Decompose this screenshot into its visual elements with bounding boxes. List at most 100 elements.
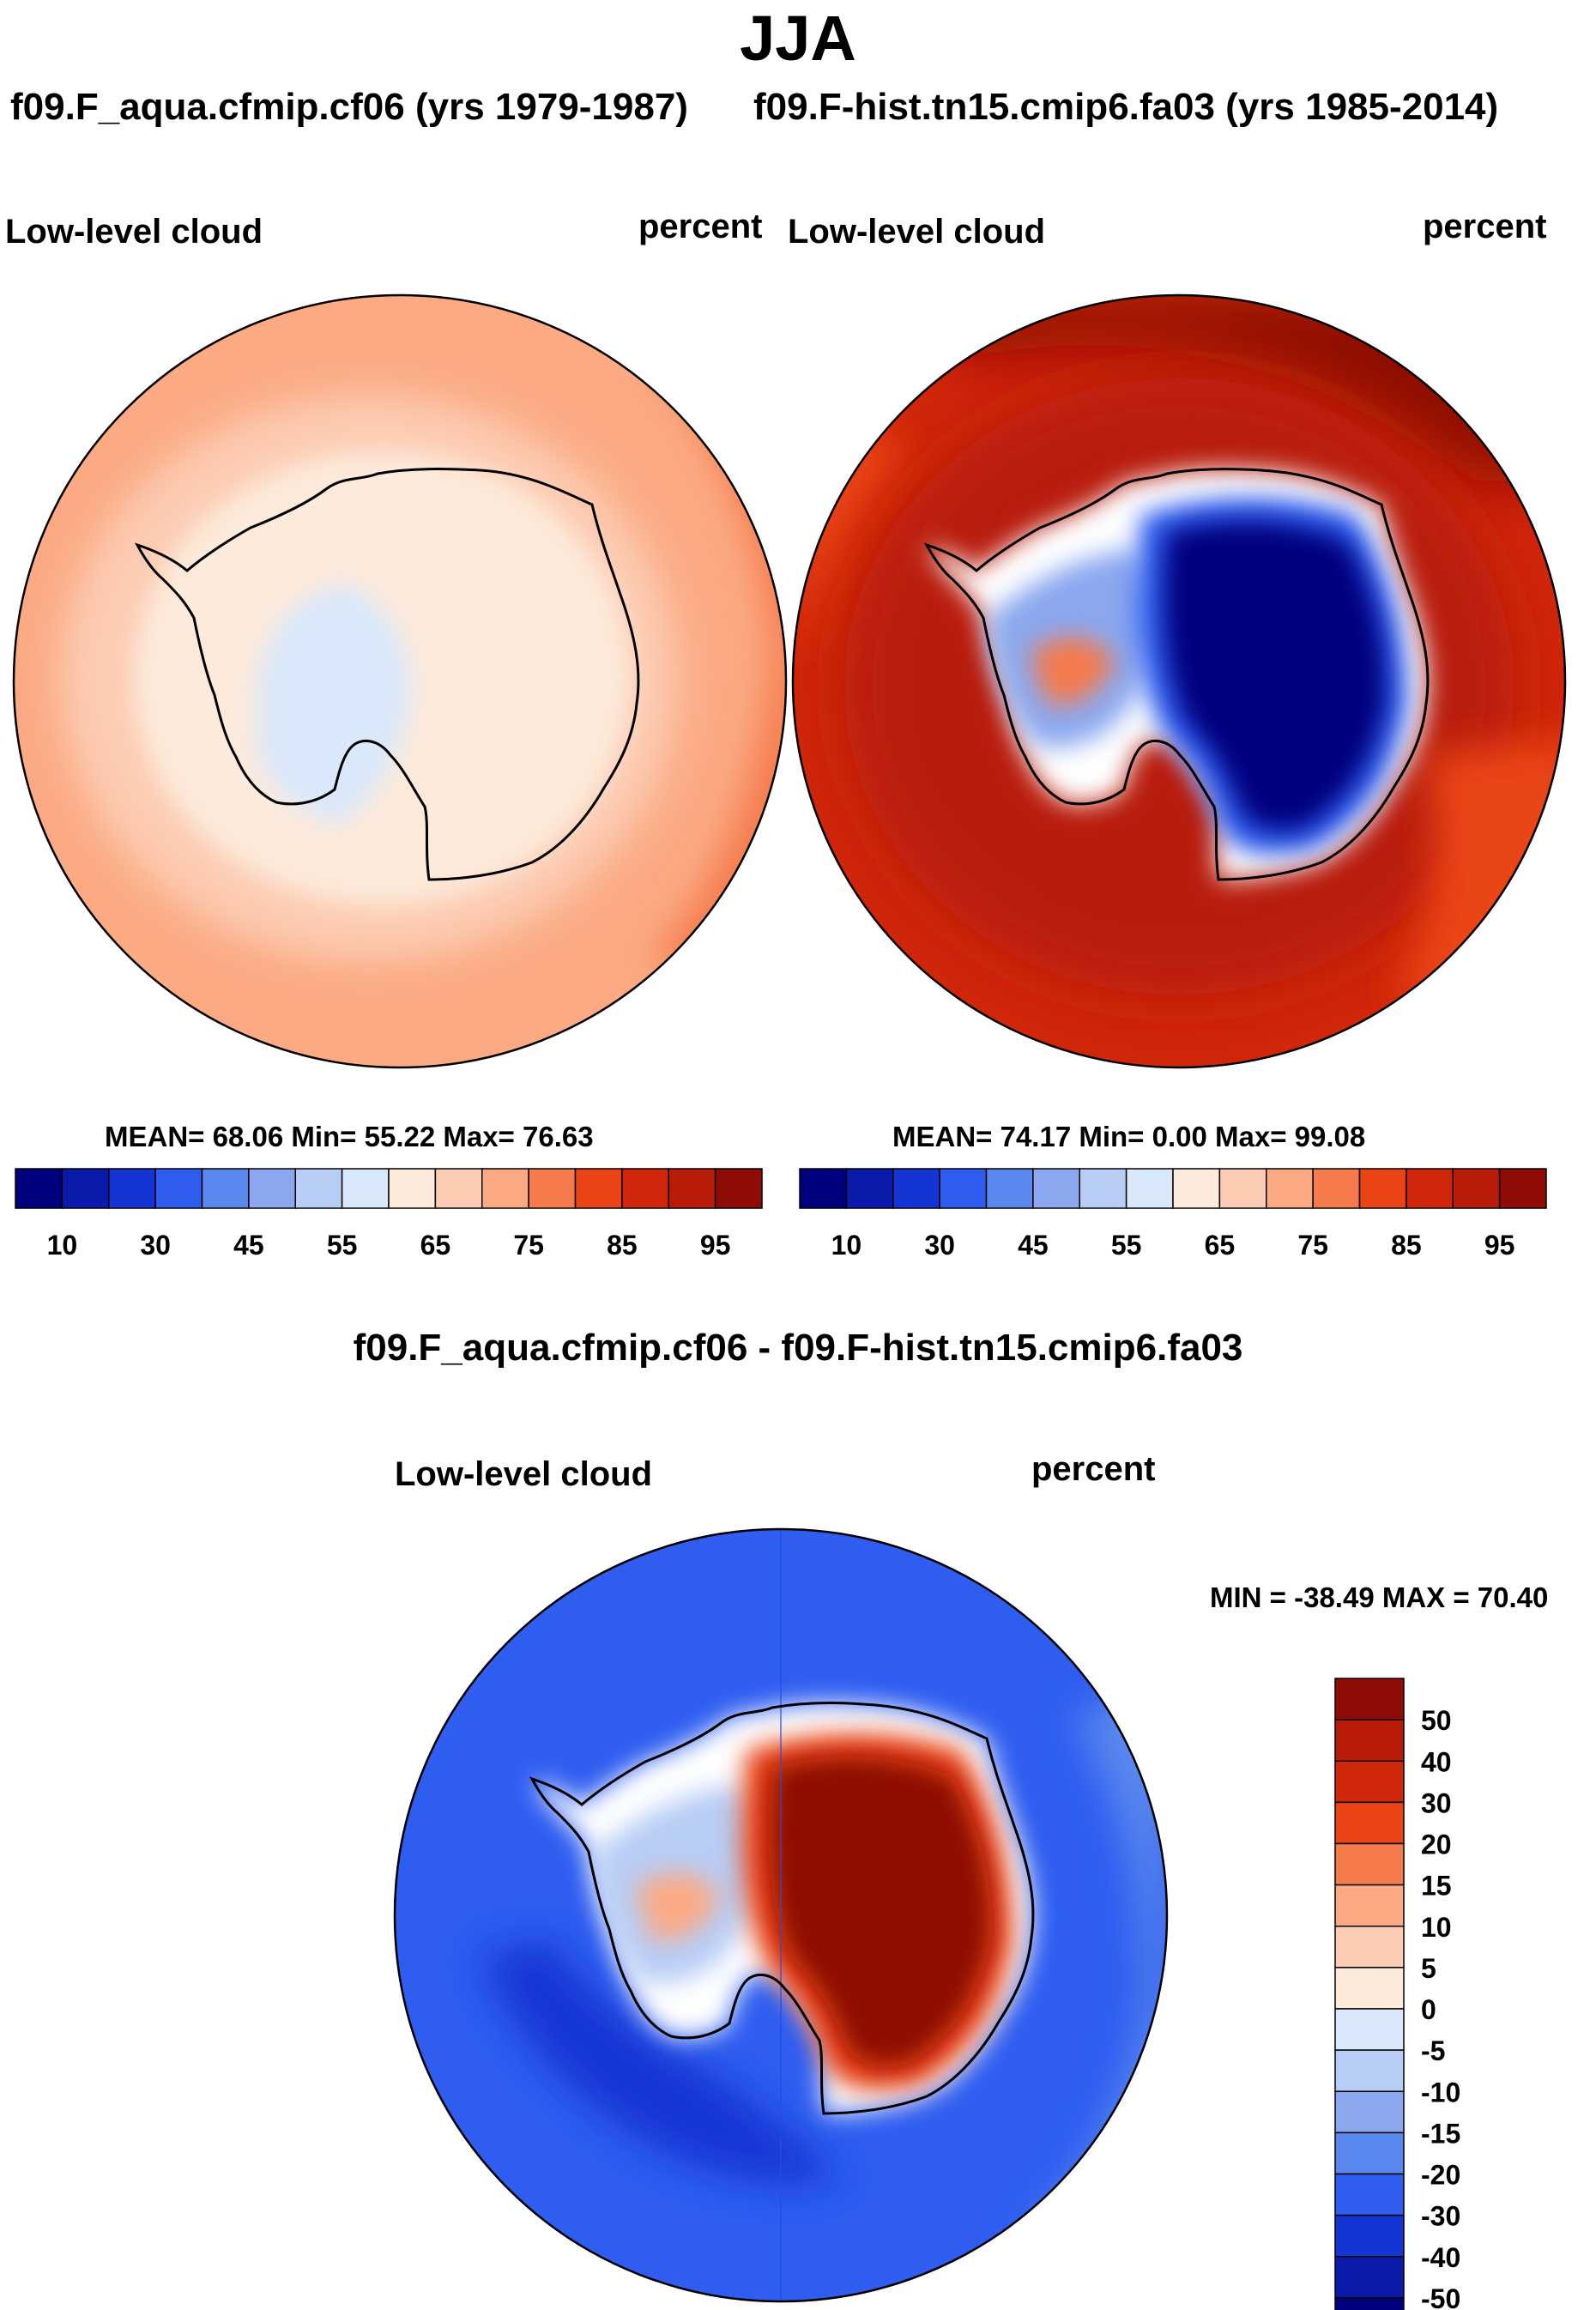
- right-colorbar-swatch-9: [1218, 1168, 1267, 1209]
- diff-field-peninsula-warm: [635, 1872, 721, 1941]
- right-colorbar-swatch-13: [1406, 1168, 1454, 1209]
- left-colorbar-swatch-11: [528, 1168, 577, 1209]
- left-field-interior-low: [257, 584, 412, 824]
- diff-colorbar-tick-label: -50: [1421, 2283, 1460, 2310]
- right-variable-label: Low-level cloud: [788, 213, 1046, 251]
- diff-colorbar-tick-label: 30: [1421, 1787, 1452, 1818]
- diff-colorbar-swatch-10: [1334, 2090, 1405, 2134]
- diff-colorbar-tick-label: -40: [1421, 2242, 1460, 2273]
- diff-colorbar-tick-label: 10: [1421, 1912, 1452, 1943]
- left-colorbar-swatch-3: [154, 1168, 203, 1209]
- left-colorbar-tick-label: 30: [140, 1230, 171, 1261]
- left-colorbar-swatch-6: [294, 1168, 343, 1209]
- diff-colorbar-tick-label: -10: [1421, 2077, 1460, 2107]
- left-colorbar-tick-label: 45: [233, 1230, 264, 1261]
- right-polar-map: [791, 293, 1567, 1069]
- left-colorbar-tick-label: 95: [700, 1230, 731, 1261]
- right-field-peninsula-warm: [1030, 637, 1115, 705]
- left-polar-map: [12, 293, 788, 1069]
- right-colorbar-swatch-4: [985, 1168, 1034, 1209]
- right-panel-case-title: f09.F-hist.tn15.cmip6.fa03 (yrs 1985-201…: [753, 86, 1499, 128]
- diff-colorbar-swatch-15: [1334, 2297, 1405, 2310]
- right-colorbar-swatch-14: [1452, 1168, 1501, 1209]
- diff-colorbar-swatch-1: [1334, 1719, 1405, 1762]
- diff-colorbar-swatch-7: [1334, 1967, 1405, 2010]
- right-colorbar-swatch-11: [1312, 1168, 1361, 1209]
- diff-colorbar-swatch-3: [1334, 1801, 1405, 1845]
- diff-antarctica-coastline: [529, 1702, 1035, 2115]
- left-units-label: percent: [638, 208, 763, 245]
- diff-panel-title: f09.F_aqua.cfmip.cf06 - f09.F-hist.tn15.…: [353, 1327, 1243, 1369]
- left-colorbar-swatch-7: [341, 1168, 390, 1209]
- right-colorbar-swatch-6: [1079, 1168, 1127, 1209]
- right-colorbar-swatch-15: [1498, 1168, 1547, 1209]
- diff-colorbar-tick-label: 40: [1421, 1746, 1452, 1777]
- left-panel-case-title: f09.F_aqua.cfmip.cf06 (yrs 1979-1987): [10, 86, 688, 128]
- diff-colorbar-tick-label: 0: [1421, 1994, 1436, 2025]
- diff-polar-map: [393, 1527, 1169, 2303]
- left-colorbar: 10 30 45 55 65 75 85 95: [15, 1168, 763, 1261]
- right-colorbar-swatch-7: [1125, 1168, 1174, 1209]
- left-colorbar-swatch-10: [481, 1168, 529, 1209]
- left-colorbar-swatch-9: [434, 1168, 483, 1209]
- right-colorbar-tick-label: 95: [1484, 1230, 1515, 1261]
- right-colorbar-tick-label: 45: [1018, 1230, 1049, 1261]
- left-colorbar-swatch-12: [574, 1168, 623, 1209]
- diff-colorbar-swatch-4: [1334, 1842, 1405, 1886]
- left-colorbar-swatch-4: [201, 1168, 250, 1209]
- diff-colorbar-tick-label: -30: [1421, 2201, 1460, 2232]
- left-colorbar-swatch-1: [61, 1168, 110, 1209]
- right-units-label: percent: [1423, 208, 1547, 245]
- left-colorbar-swatch-5: [248, 1168, 296, 1209]
- right-colorbar-tick-label: 75: [1297, 1230, 1328, 1261]
- left-stats: MEAN= 68.06 Min= 55.22 Max= 76.63: [105, 1121, 594, 1152]
- diff-units-label: percent: [1031, 1450, 1156, 1488]
- diff-colorbar-swatch-12: [1334, 2173, 1405, 2216]
- right-colorbar-swatch-5: [1032, 1168, 1080, 1209]
- right-colorbar-swatch-2: [892, 1168, 940, 1209]
- right-colorbar-tick-label: 85: [1391, 1230, 1422, 1261]
- left-colorbar-tick-label: 85: [607, 1230, 638, 1261]
- diff-variable-label: Low-level cloud: [395, 1455, 653, 1493]
- diff-colorbar-tick-label: -20: [1421, 2160, 1460, 2191]
- right-colorbar-tick-label: 65: [1205, 1230, 1236, 1261]
- left-colorbar-swatch-0: [15, 1168, 63, 1209]
- right-colorbar-swatch-10: [1266, 1168, 1314, 1209]
- left-colorbar-swatch-2: [108, 1168, 156, 1209]
- diff-colorbar-tick-label: 5: [1421, 1953, 1436, 1984]
- right-colorbar-swatch-0: [799, 1168, 848, 1209]
- diff-colorbar-swatch-6: [1334, 1926, 1405, 1968]
- left-colorbar-tick-label: 55: [327, 1230, 358, 1261]
- right-colorbar-tick-label: 55: [1111, 1230, 1142, 1261]
- right-field-ice-dark: [1163, 521, 1387, 831]
- right-colorbar-tick-label: 30: [924, 1230, 955, 1261]
- diff-colorbar-swatch-13: [1334, 2214, 1405, 2258]
- main-title: JJA: [740, 3, 856, 74]
- left-colorbar-swatch-15: [714, 1168, 763, 1209]
- left-colorbar-tick-label: 65: [420, 1230, 451, 1261]
- left-antarctica-coastline: [134, 468, 640, 881]
- diff-colorbar-swatch-11: [1334, 2132, 1405, 2175]
- left-colorbar-swatch-8: [388, 1168, 437, 1209]
- right-stats: MEAN= 74.17 Min= 0.00 Max= 99.08: [892, 1121, 1366, 1152]
- left-map-border: [12, 293, 788, 1069]
- right-colorbar-tick-label: 10: [831, 1230, 862, 1261]
- right-colorbar: 10 30 45 55 65 75 85 95: [799, 1168, 1547, 1261]
- diff-colorbar-swatch-9: [1334, 2049, 1405, 2092]
- diff-colorbar-swatch-2: [1334, 1760, 1405, 1804]
- right-colorbar-swatch-1: [845, 1168, 894, 1209]
- diff-colorbar-tick-label: -15: [1421, 2118, 1460, 2149]
- diff-map-border: [393, 1527, 1169, 2303]
- diff-colorbar-swatch-5: [1334, 1884, 1405, 1927]
- diff-colorbar-swatch-0: [1334, 1678, 1405, 1720]
- left-colorbar-swatch-14: [668, 1168, 716, 1209]
- diff-colorbar-tick-label: -5: [1421, 2035, 1445, 2066]
- left-colorbar-tick-label: 10: [47, 1230, 78, 1261]
- diff-colorbar-swatch-8: [1334, 2008, 1405, 2051]
- right-antarctica-coastline: [923, 468, 1430, 881]
- diff-colorbar-tick-label: 50: [1421, 1705, 1452, 1736]
- diff-field-ice-dark-red: [768, 1757, 992, 2067]
- diff-min-max-stats: MIN = -38.49 MAX = 70.40: [1210, 1581, 1549, 1613]
- diff-colorbar-tick-label: 15: [1421, 1871, 1452, 1902]
